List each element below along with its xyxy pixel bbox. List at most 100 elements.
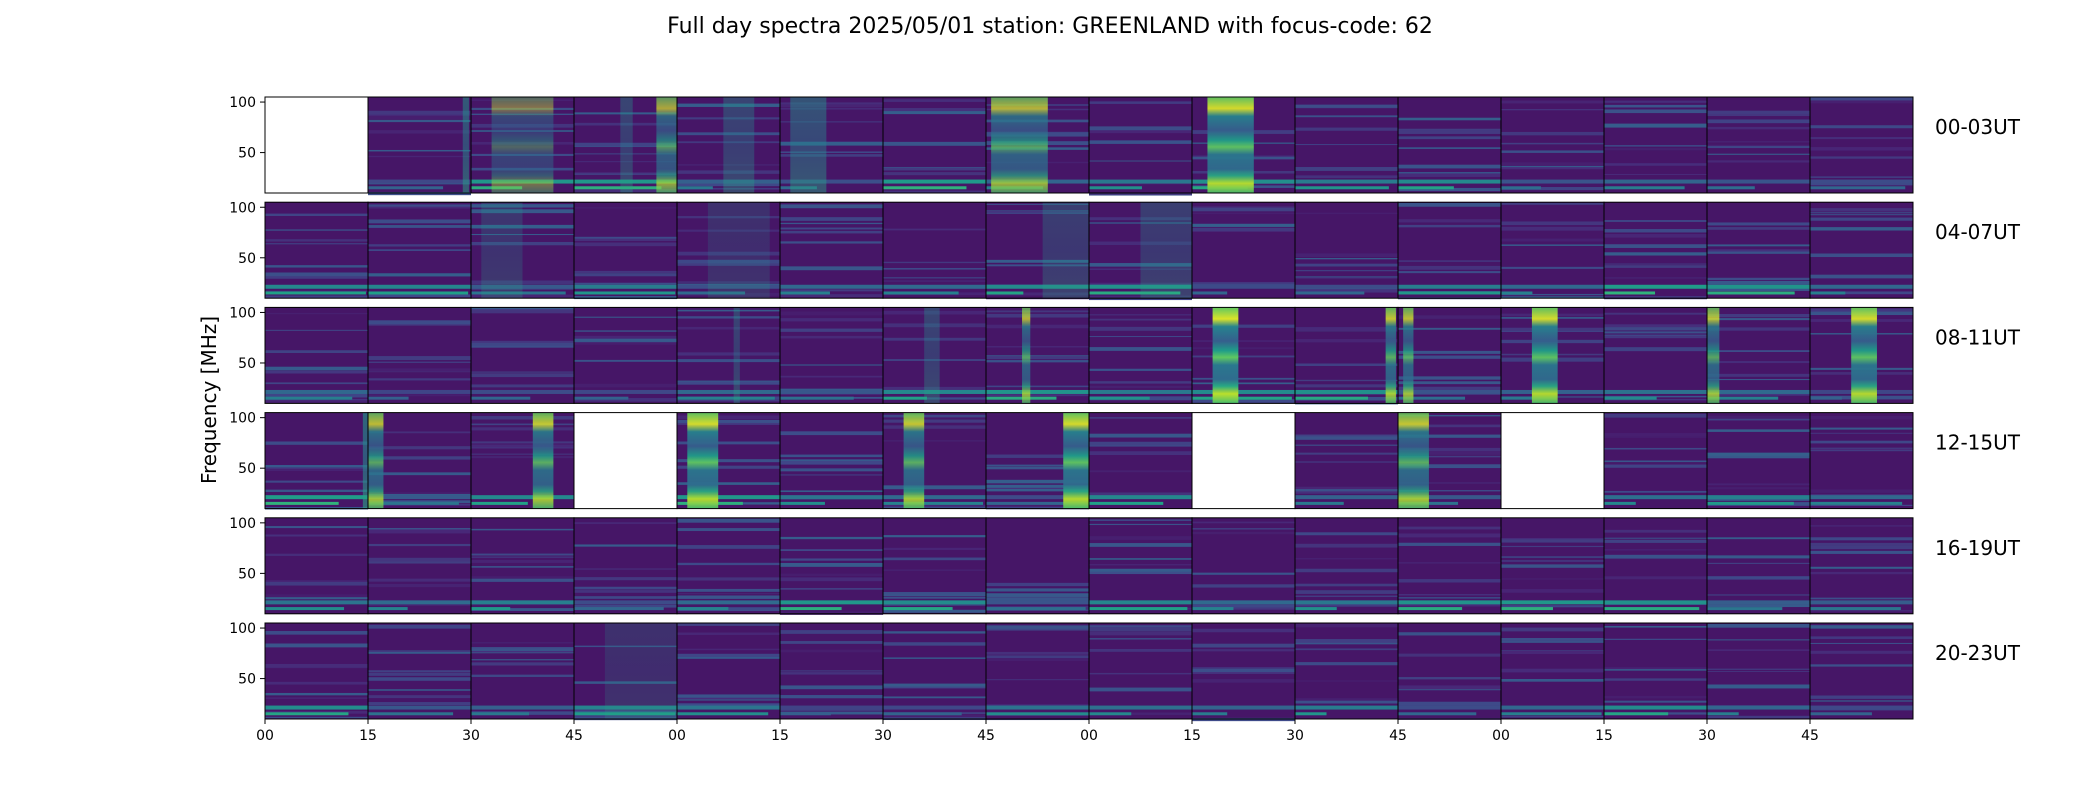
low-frequency-band: [1089, 396, 1150, 400]
frequency-line: [1398, 455, 1501, 458]
frequency-line: [1810, 176, 1913, 178]
missing-data-panel: [1501, 412, 1604, 509]
frequency-line: [1501, 238, 1604, 242]
frequency-line: [1810, 708, 1913, 711]
spectrum-panel: [1191, 96, 1296, 194]
frequency-line: [1089, 625, 1192, 628]
low-frequency-band: [1810, 712, 1872, 716]
low-frequency-band: [1295, 495, 1398, 500]
frequency-line: [1192, 679, 1295, 683]
x-tick-label: 00: [256, 728, 274, 744]
frequency-line: [368, 323, 471, 326]
x-tick-label: 00: [1492, 728, 1510, 744]
frequency-line: [471, 566, 574, 568]
frequency-line: [1089, 519, 1192, 521]
frequency-line: [780, 294, 883, 298]
frequency-line: [1810, 415, 1913, 420]
frequency-line: [1604, 123, 1707, 128]
row-time-label: 16-19UT: [1935, 536, 2021, 560]
frequency-line: [1089, 672, 1192, 675]
frequency-line: [1089, 445, 1192, 447]
y-tick-label: 50: [238, 251, 256, 267]
low-frequency-band: [1604, 495, 1707, 500]
spectrum-panel: [367, 96, 472, 196]
frequency-line: [1707, 429, 1810, 432]
frequency-line: [1089, 543, 1192, 547]
spectrum-panel: [264, 306, 369, 404]
frequency-line: [677, 632, 780, 635]
frequency-line: [1192, 340, 1295, 342]
frequency-line: [471, 307, 574, 311]
low-frequency-band: [368, 179, 471, 184]
frequency-line: [1501, 679, 1604, 681]
frequency-line: [1707, 594, 1810, 596]
frequency-line: [986, 212, 1089, 214]
low-frequency-band: [1707, 179, 1810, 184]
spectrum-panel: [1500, 517, 1605, 615]
low-frequency-band: [883, 179, 986, 184]
frequency-line: [883, 506, 986, 508]
frequency-line: [780, 311, 883, 316]
spectrum-panel: [676, 96, 781, 194]
radio-burst: [687, 412, 719, 509]
low-frequency-band: [1707, 186, 1755, 190]
low-frequency-band: [883, 712, 962, 716]
frequency-line: [574, 273, 677, 275]
frequency-line: [986, 582, 1089, 587]
frequency-line: [1295, 444, 1398, 446]
frequency-line: [1295, 339, 1398, 343]
frequency-line: [883, 657, 986, 659]
x-tick-label: 45: [977, 728, 995, 744]
rows-layer: 50 100 00-03UT 50 100 04-07UT 50 100 08-11UT 50 10…: [229, 95, 2021, 722]
low-frequency-band: [574, 186, 662, 190]
low-frequency-band: [1810, 179, 1913, 184]
spectrum-panel: [1500, 96, 1605, 194]
frequency-line: [780, 672, 883, 675]
low-frequency-band: [1398, 600, 1501, 605]
frequency-line: [1604, 145, 1707, 147]
frequency-line: [1398, 327, 1501, 330]
frequency-line: [574, 342, 677, 345]
frequency-line: [1810, 182, 1913, 186]
frequency-line: [1398, 117, 1501, 121]
frequency-line: [1295, 603, 1398, 607]
spectrum-panel: [676, 201, 781, 299]
spectrum-panel: [470, 201, 575, 299]
low-frequency-band: [368, 712, 454, 716]
frequency-line: [1707, 487, 1810, 490]
frequency-line: [677, 415, 780, 420]
frequency-line: [1398, 685, 1501, 687]
frequency-line: [1707, 668, 1810, 670]
low-frequency-band: [368, 389, 471, 394]
frequency-line: [368, 110, 471, 115]
frequency-line: [780, 611, 883, 615]
frequency-line: [1295, 277, 1398, 279]
frequency-line: [265, 716, 368, 719]
panel-frame: [1809, 622, 1914, 720]
low-frequency-band: [1398, 607, 1463, 611]
frequency-line: [1707, 415, 1810, 419]
frequency-line: [1707, 455, 1810, 459]
frequency-line: [1089, 326, 1192, 331]
frequency-line: [1295, 270, 1398, 272]
frequency-line: [1707, 555, 1810, 559]
frequency-line: [1810, 542, 1913, 547]
frequency-line: [780, 573, 883, 577]
low-frequency-band: [1604, 291, 1656, 295]
spectrum-panel: [985, 201, 1090, 300]
frequency-line: [1398, 482, 1501, 484]
frequency-line: [1295, 461, 1398, 463]
spectrum-panel: [1809, 201, 1914, 299]
frequency-line: [677, 528, 780, 532]
frequency-line: [1501, 589, 1604, 593]
spectrum-panel: [1397, 517, 1502, 615]
frequency-line: [471, 608, 574, 611]
frequency-line: [677, 577, 780, 581]
frequency-line: [1295, 662, 1398, 666]
radio-burst: [733, 307, 740, 404]
frequency-line: [1604, 163, 1707, 166]
x-tick-label: 15: [1183, 728, 1201, 744]
frequency-line: [574, 568, 677, 570]
